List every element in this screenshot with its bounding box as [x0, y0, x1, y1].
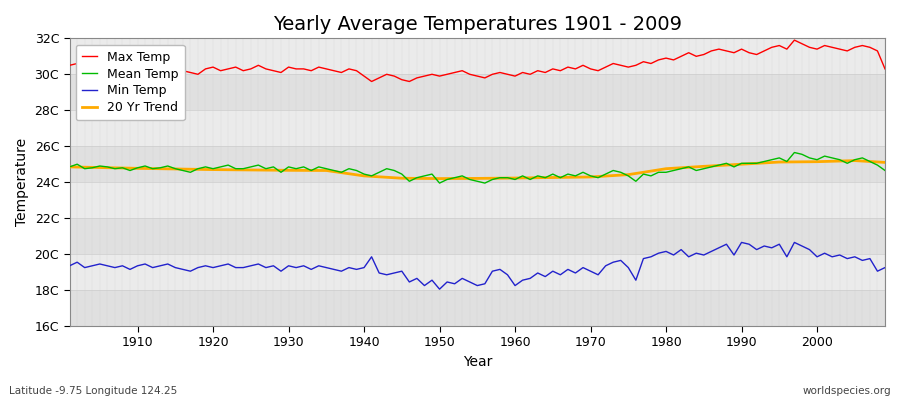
- Max Temp: [608, 61, 618, 66]
- Min Temp: [518, 278, 528, 282]
- Max Temp: [518, 70, 528, 75]
- 20 Yr Trend: [396, 176, 407, 181]
- 20 Yr Trend: [358, 174, 369, 178]
- Mean Temp: [291, 166, 302, 171]
- 20 Yr Trend: [879, 160, 890, 165]
- Max Temp: [879, 66, 890, 71]
- Title: Yearly Average Temperatures 1901 - 2009: Yearly Average Temperatures 1901 - 2009: [273, 15, 682, 34]
- 20 Yr Trend: [472, 176, 482, 181]
- Max Temp: [509, 74, 520, 78]
- Mean Temp: [879, 168, 890, 173]
- 20 Yr Trend: [698, 164, 709, 169]
- Bar: [69, 38, 885, 74]
- Max Temp: [336, 70, 346, 75]
- 20 Yr Trend: [585, 174, 596, 179]
- Mean Temp: [336, 170, 346, 175]
- Bar: [69, 182, 885, 218]
- 20 Yr Trend: [208, 167, 219, 172]
- Min Temp: [608, 260, 618, 264]
- Min Temp: [879, 265, 890, 270]
- 20 Yr Trend: [509, 176, 520, 180]
- Bar: [69, 218, 885, 254]
- 20 Yr Trend: [661, 166, 671, 171]
- Max Temp: [366, 79, 377, 84]
- Mean Temp: [509, 177, 520, 182]
- 20 Yr Trend: [284, 168, 294, 173]
- 20 Yr Trend: [736, 162, 747, 166]
- Max Temp: [291, 66, 302, 71]
- Mean Temp: [64, 164, 75, 169]
- Line: 20 Yr Trend: 20 Yr Trend: [69, 161, 885, 178]
- 20 Yr Trend: [547, 175, 558, 180]
- Y-axis label: Temperature: Temperature: [15, 138, 29, 226]
- Max Temp: [789, 38, 800, 42]
- Bar: [69, 254, 885, 290]
- Max Temp: [124, 70, 135, 75]
- 20 Yr Trend: [321, 168, 332, 173]
- Max Temp: [64, 63, 75, 68]
- Bar: [69, 110, 885, 146]
- Min Temp: [509, 283, 520, 288]
- 20 Yr Trend: [434, 176, 445, 181]
- Min Temp: [124, 267, 135, 272]
- Bar: [69, 290, 885, 326]
- Text: Latitude -9.75 Longitude 124.25: Latitude -9.75 Longitude 124.25: [9, 386, 177, 396]
- 20 Yr Trend: [850, 158, 860, 163]
- 20 Yr Trend: [132, 166, 143, 171]
- Line: Max Temp: Max Temp: [69, 40, 885, 82]
- Text: worldspecies.org: worldspecies.org: [803, 386, 891, 396]
- 20 Yr Trend: [774, 160, 785, 164]
- 20 Yr Trend: [638, 170, 649, 175]
- X-axis label: Year: Year: [463, 355, 492, 369]
- Mean Temp: [608, 168, 618, 173]
- Mean Temp: [518, 174, 528, 178]
- Line: Mean Temp: Mean Temp: [69, 152, 885, 183]
- Line: Min Temp: Min Temp: [69, 242, 885, 289]
- Mean Temp: [789, 150, 800, 155]
- 20 Yr Trend: [64, 164, 75, 169]
- Bar: [69, 74, 885, 110]
- Min Temp: [434, 287, 445, 292]
- Min Temp: [336, 269, 346, 274]
- Bar: [69, 146, 885, 182]
- 20 Yr Trend: [812, 159, 823, 164]
- 20 Yr Trend: [623, 172, 634, 177]
- Min Temp: [291, 265, 302, 270]
- Mean Temp: [434, 181, 445, 186]
- Mean Temp: [124, 168, 135, 173]
- Min Temp: [736, 240, 747, 245]
- Legend: Max Temp, Mean Temp, Min Temp, 20 Yr Trend: Max Temp, Mean Temp, Min Temp, 20 Yr Tre…: [76, 44, 184, 120]
- Min Temp: [64, 263, 75, 268]
